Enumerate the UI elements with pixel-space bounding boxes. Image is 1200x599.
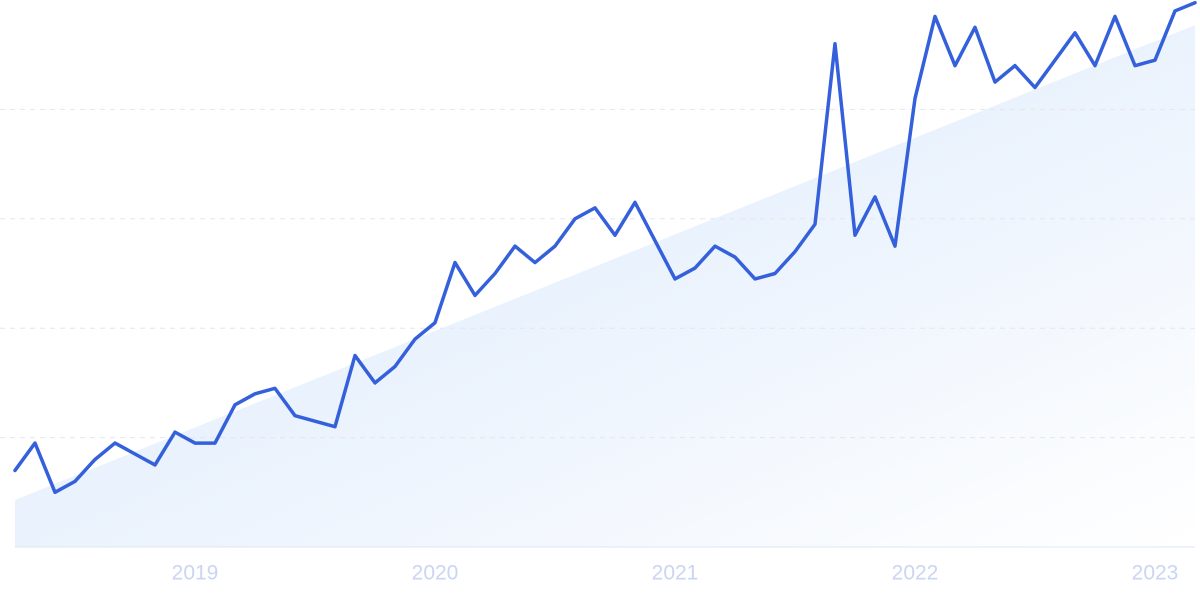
trend-area xyxy=(15,25,1195,548)
trend-line xyxy=(13,0,1197,495)
x-tick-label: 2023 xyxy=(1132,562,1179,585)
x-tick-label: 2020 xyxy=(412,562,459,585)
x-tick-label: 2021 xyxy=(652,562,699,585)
x-tick-label: 2019 xyxy=(172,562,219,585)
x-tick-label: 2022 xyxy=(892,562,939,585)
